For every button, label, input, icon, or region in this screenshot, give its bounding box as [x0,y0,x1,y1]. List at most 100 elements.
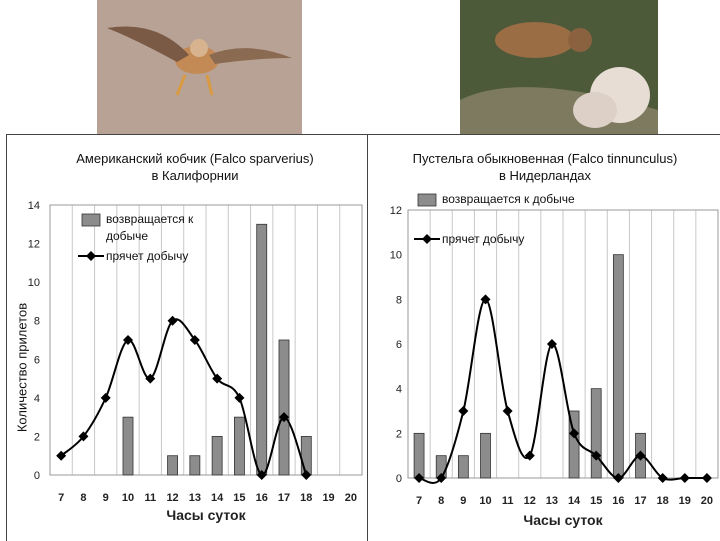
right-line-point [591,450,602,461]
right-line-point [613,473,624,483]
left-legend-bar-swatch [81,213,101,227]
left-y-tick-label: 14 [28,200,40,212]
right-bar [590,388,602,479]
right-legend-line-marker [422,234,432,244]
left-chart-title: Американский кобчик (Falco sparverius) в… [20,150,370,184]
right-chart-title: Пустельга обыкновенная (Falco tinnunculu… [370,150,720,184]
left-bar [167,455,178,476]
left-y-tick-label: 12 [28,239,40,251]
left-x-tick-label: 15 [233,492,245,504]
left-x-tick-label: 13 [189,492,201,504]
right-x-tick-label: 8 [438,495,444,507]
left-legend-line-label: прячет добычу [106,249,188,263]
left-x-tick-label: 17 [278,492,290,504]
right-line-point [635,450,646,461]
right-line-point [414,473,425,483]
right-y-tick-label: 6 [396,339,402,351]
kestrel-flight-image [97,0,302,134]
left-bar [211,436,223,476]
left-line-point [279,412,289,423]
left-line-point [234,392,245,403]
right-line-point [546,339,557,349]
left-y-tick-label: 0 [34,470,40,482]
right-bar [413,432,425,479]
left-chart-title-line2: в Калифорнии [151,168,239,183]
right-y-tick-label: 10 [390,250,402,262]
left-y-tick-label: 2 [34,431,40,443]
right-bar [612,254,624,479]
left-x-tick-label: 9 [103,492,109,504]
left-line-point [167,315,178,326]
left-line-point [56,450,67,461]
right-bar [480,432,491,479]
left-line-point [100,392,111,403]
left-chart-title-line1: Американский кобчик (Falco sparverius) [76,151,314,166]
left-line-point [212,373,223,384]
right-chart-panel [367,134,720,541]
left-legend-bar-label: возвращается к [106,212,194,226]
left-legend-bar-label-cont: добыче [106,229,148,243]
left-x-tick-label: 20 [345,492,357,504]
left-x-tick-label: 18 [300,492,312,504]
right-x-tick-label: 12 [524,495,536,507]
left-x-tick-label: 19 [322,492,334,504]
right-x-tick-label: 7 [416,495,422,507]
left-x-tick-label: 11 [144,492,156,504]
kestrel-nest-photo [460,0,658,134]
right-y-tick-label: 8 [396,294,402,306]
right-x-axis-label: Часы суток [523,512,603,528]
left-x-tick-label: 10 [122,492,134,504]
left-bar [189,455,201,476]
left-x-tick-label: 14 [211,492,224,504]
left-legend-line-marker [86,251,96,261]
left-bar [256,223,268,476]
right-x-tick-label: 9 [460,495,466,507]
right-line-point [657,473,668,483]
right-x-tick-label: 13 [546,495,558,507]
left-bar [300,436,312,476]
right-line-point [701,473,712,483]
right-legend-bar-swatch [417,193,437,207]
left-line-point [78,431,89,442]
right-x-tick-label: 19 [679,495,691,507]
left-y-tick-label: 6 [34,354,40,366]
left-x-tick-label: 7 [58,492,64,504]
left-y-tick-label: 10 [28,277,40,289]
left-plot-area [49,204,363,476]
right-x-tick-label: 15 [590,495,602,507]
left-bar [122,416,134,476]
right-chart-title-line1: Пустельга обыкновенная (Falco tinnunculu… [412,151,678,166]
left-x-tick-label: 16 [256,492,268,504]
right-legend-line-label: прячет добычу [442,232,524,246]
right-x-tick-label: 18 [657,495,669,507]
left-y-tick-label: 8 [34,316,40,328]
right-plot-area [407,209,719,479]
right-x-tick-label: 10 [479,495,491,507]
left-chart-panel [6,134,367,541]
right-x-tick-label: 16 [612,495,624,507]
kestrel-nest-image [460,0,658,134]
right-bar [457,455,469,479]
right-x-tick-label: 14 [568,495,581,507]
left-line-point [145,373,156,384]
right-line-point [458,406,469,416]
right-chart-title-line2: в Нидерландах [498,168,592,183]
left-line-point [189,335,200,345]
right-x-tick-label: 20 [701,495,713,507]
right-line-point [524,450,535,461]
right-line-point [480,294,491,305]
left-line-point [123,335,133,345]
right-y-tick-label: 4 [396,384,402,396]
right-line-point [679,473,690,483]
right-line-point [436,473,447,483]
right-y-tick-label: 12 [390,205,402,217]
left-line-point [301,470,312,480]
left-x-tick-label: 12 [166,492,178,504]
left-line-point [256,470,267,480]
left-x-axis-label: Часы суток [166,507,246,523]
right-y-tick-label: 2 [396,428,402,440]
left-bar [278,339,290,476]
right-x-tick-label: 11 [502,495,514,507]
right-line-point [569,428,580,439]
